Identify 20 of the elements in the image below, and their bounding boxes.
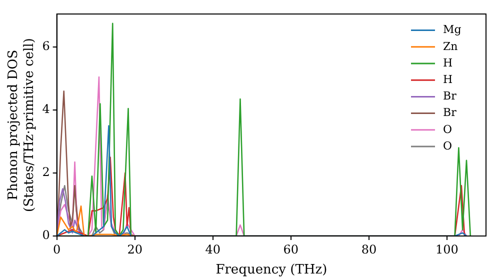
legend-label: O <box>443 139 452 152</box>
x-tick-label: 100 <box>436 242 458 256</box>
legend-label: Br <box>443 90 458 103</box>
x-tick-label: 0 <box>53 242 61 256</box>
legend-label: H <box>443 56 453 70</box>
legend-label: Zn <box>443 40 458 53</box>
x-tick-label: 20 <box>127 242 143 256</box>
y-tick-label: 2 <box>42 165 50 180</box>
legend-label: O <box>443 122 452 136</box>
y-tick-label: 0 <box>42 228 50 242</box>
y-axis-title: Phonon projected DOS (States/THz·primitive cell) <box>6 38 37 212</box>
y-tick-label: 4 <box>42 102 50 116</box>
legend-label: H <box>443 72 453 86</box>
legend-label: Mg <box>443 23 462 36</box>
x-tick-label: 80 <box>361 242 377 256</box>
x-axis-title: Frequency (THz) <box>216 262 328 278</box>
x-tick-label: 40 <box>205 242 221 256</box>
x-tick-label: 60 <box>283 242 299 256</box>
y-tick-label: 6 <box>42 39 50 54</box>
legend-label: Br <box>443 106 458 120</box>
